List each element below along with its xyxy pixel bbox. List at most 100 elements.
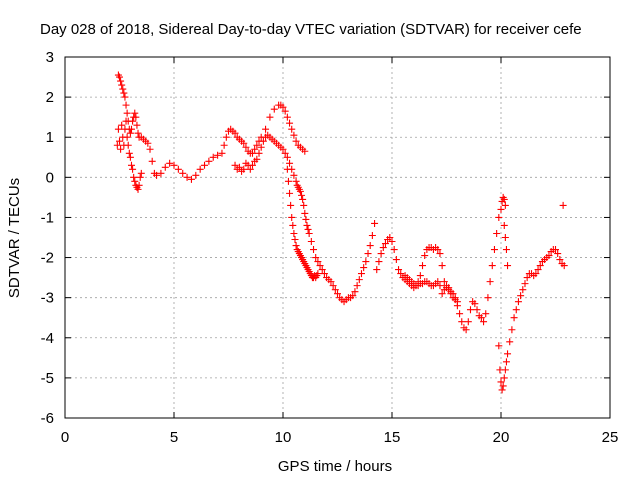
data-point [281, 149, 289, 157]
data-point [462, 326, 470, 334]
data-point [353, 282, 361, 290]
chart-title: Day 028 of 2018, Sidereal Day-to-day VTE… [40, 21, 582, 38]
data-point [292, 242, 300, 250]
data-point [257, 143, 265, 151]
data-point [135, 181, 143, 189]
axis-ticks [64, 56, 611, 419]
x-tick-label: 5 [170, 429, 178, 446]
series-arc-5 [373, 193, 509, 334]
data-points [113, 71, 568, 394]
data-point [157, 169, 165, 177]
y-tick-label: -4 [41, 330, 54, 347]
data-point [301, 209, 309, 217]
data-point [122, 101, 130, 109]
y-tick-labels: -6 -5 -4 -3 -2 -1 0 1 2 3 [41, 49, 54, 427]
data-point [480, 318, 488, 326]
data-point [253, 155, 261, 163]
data-point [501, 201, 509, 209]
data-point [373, 266, 381, 274]
data-point [144, 139, 152, 147]
data-point [222, 133, 230, 141]
data-point [137, 169, 145, 177]
y-tick-label: -6 [41, 410, 54, 427]
data-point [146, 145, 154, 153]
data-point [304, 225, 312, 233]
series-arc-7 [495, 246, 568, 394]
data-point [235, 163, 243, 171]
data-point [502, 358, 510, 366]
data-point [214, 151, 222, 159]
data-point [292, 177, 300, 185]
data-point [458, 318, 466, 326]
data-point [121, 93, 129, 101]
data-point [366, 242, 374, 250]
x-tick-label: 15 [384, 429, 401, 446]
data-point [240, 165, 248, 173]
data-point [288, 213, 296, 221]
y-tick-label: -3 [41, 290, 54, 307]
data-point [220, 141, 228, 149]
data-point [287, 201, 295, 209]
data-point [248, 149, 256, 157]
data-point [123, 133, 131, 141]
data-point [127, 161, 135, 169]
data-point [500, 195, 508, 203]
data-point [419, 262, 427, 270]
data-point [132, 113, 140, 121]
data-point [134, 185, 142, 193]
data-point [170, 161, 178, 169]
data-point [283, 153, 291, 161]
data-point [440, 286, 448, 294]
data-point [255, 149, 263, 157]
data-point [357, 270, 365, 278]
data-point [314, 258, 322, 266]
data-point [126, 153, 134, 161]
data-point [248, 161, 256, 169]
data-point [510, 314, 518, 322]
data-point [126, 129, 134, 137]
data-point [286, 189, 294, 197]
data-point [251, 145, 259, 153]
data-point [386, 234, 394, 241]
data-point [355, 276, 363, 284]
data-point [392, 256, 400, 264]
data-point [364, 250, 372, 258]
data-point [148, 157, 156, 165]
data-point [371, 219, 379, 227]
data-point [477, 314, 485, 322]
data-point [270, 105, 278, 113]
data-point [521, 280, 529, 288]
data-point [500, 221, 508, 229]
data-point [201, 161, 209, 169]
series-isolated-point [559, 201, 567, 209]
x-axis-label: GPS time / hours [278, 458, 392, 475]
y-tick-label: 0 [46, 169, 54, 186]
data-point [123, 109, 131, 117]
y-tick-label: 3 [46, 49, 54, 66]
data-point [473, 306, 481, 314]
data-point [434, 278, 442, 286]
data-point [559, 201, 567, 209]
data-point [436, 250, 444, 258]
y-axis-label: SDTVAR / TECUs [6, 178, 23, 298]
data-point [118, 121, 126, 129]
data-point [514, 298, 522, 306]
data-point [453, 298, 461, 306]
series-arc-8 [500, 221, 512, 270]
data-point [259, 137, 267, 145]
data-point [504, 350, 512, 358]
data-point [395, 266, 403, 274]
series-arc-6 [401, 272, 461, 306]
data-point [484, 294, 492, 302]
data-point [298, 191, 306, 199]
data-point [192, 171, 200, 179]
data-point [314, 270, 322, 278]
data-point [560, 262, 568, 270]
data-point [218, 149, 226, 157]
data-point [166, 159, 174, 167]
data-point [377, 250, 385, 258]
data-point [495, 213, 503, 221]
data-point [283, 113, 291, 121]
data-point [113, 141, 121, 149]
y-tick-label: -5 [41, 370, 54, 387]
